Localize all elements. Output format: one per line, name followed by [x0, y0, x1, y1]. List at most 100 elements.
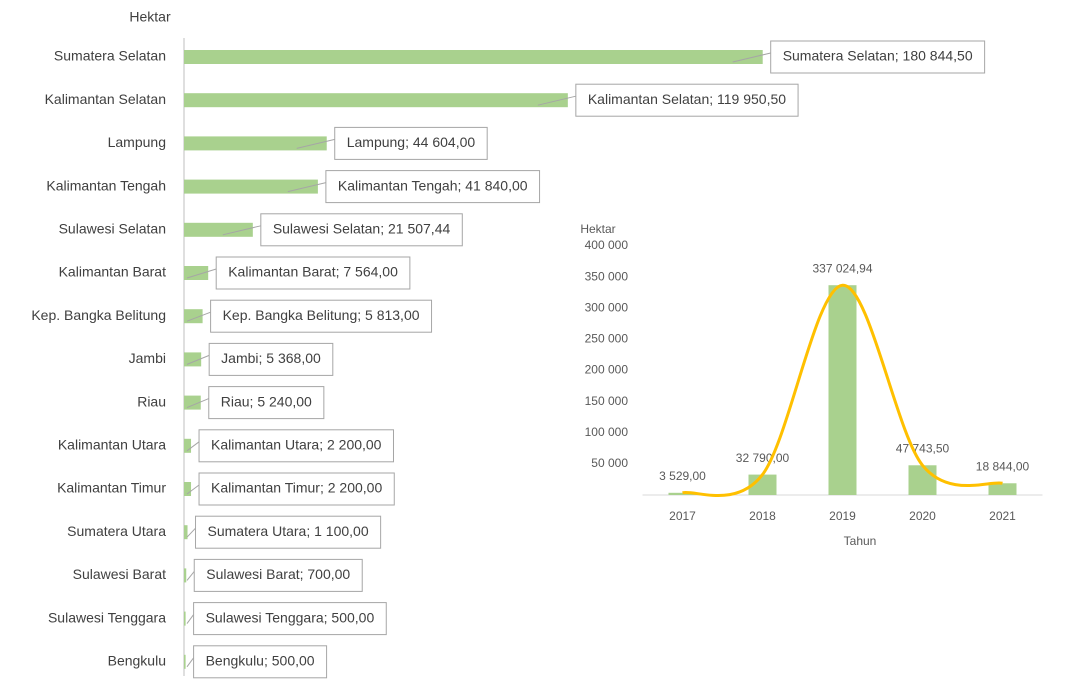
label-box	[215, 256, 411, 290]
bar	[184, 611, 186, 626]
y-tick-label: 400 000	[585, 238, 629, 252]
category-label: Sulawesi Barat	[73, 566, 166, 582]
bar	[184, 395, 201, 410]
bar	[184, 568, 187, 583]
data-label: Kalimantan Timur; 2 200,00	[211, 480, 382, 496]
category-label: Kalimantan Selatan	[45, 91, 166, 107]
data-label: 18 844,00	[976, 459, 1030, 473]
category-label: Kep. Bangka Belitung	[31, 307, 166, 323]
bar	[184, 482, 192, 496]
bar	[184, 266, 209, 280]
yearly-chart: Hektar Tahun 50 000 100 000 150 000 200 000…	[580, 222, 1043, 548]
leader-line	[186, 311, 211, 322]
data-label: 337 024,94	[812, 261, 872, 275]
data-label: Bengkulu; 500,00	[206, 653, 315, 669]
category-label: Jambi	[129, 350, 166, 366]
label-box	[770, 40, 986, 74]
x-tick-label: 2017	[669, 509, 696, 523]
x-tick-label: 2018	[749, 509, 776, 523]
category-label: Kalimantan Utara	[58, 437, 166, 453]
y-tick-label: 50 000	[591, 456, 628, 470]
label-box	[260, 213, 463, 247]
y-tick-label: 150 000	[585, 394, 629, 408]
leader-line	[186, 441, 200, 452]
label-box	[195, 515, 382, 549]
data-label: Jambi; 5 368,00	[221, 350, 321, 366]
bar	[184, 136, 327, 151]
leader-line	[537, 95, 576, 106]
label-box	[208, 386, 325, 420]
category-label: Kalimantan Barat	[59, 264, 167, 280]
label-box	[198, 472, 395, 506]
leader-line	[222, 225, 261, 236]
label-box	[193, 645, 328, 679]
bar	[184, 179, 318, 194]
data-label: Sulawesi Selatan; 21 507,44	[273, 221, 451, 237]
bar	[184, 93, 568, 108]
y-tick-label: 300 000	[585, 300, 629, 314]
axis-label: Hektar	[129, 9, 171, 25]
leader-line	[186, 398, 209, 409]
data-label: Sulawesi Barat; 700,00	[206, 566, 350, 582]
category-label: Sumatera Selatan	[54, 48, 166, 64]
bar	[184, 352, 202, 367]
category-label: Sulawesi Tenggara	[48, 609, 166, 625]
label-box	[193, 602, 387, 636]
x-tick-label: 2019	[829, 509, 856, 523]
y-tick-label: 100 000	[585, 425, 629, 439]
category-label: Sulawesi Selatan	[59, 221, 166, 237]
y-tick-label: 200 000	[585, 363, 629, 377]
category-label: Kalimantan Tengah	[46, 177, 166, 193]
data-label: Riau; 5 240,00	[221, 393, 312, 409]
leader-line	[287, 182, 327, 193]
data-label: Kep. Bangka Belitung; 5 813,00	[223, 307, 420, 323]
data-label: Sumatera Selatan; 180 844,50	[783, 48, 973, 64]
label-box	[210, 299, 433, 333]
data-label: Kalimantan Selatan; 119 950,50	[588, 91, 786, 107]
leader-line	[186, 614, 195, 624]
data-label: Lampung; 44 604,00	[347, 134, 476, 150]
leader-line	[732, 52, 771, 63]
data-label: Kalimantan Barat; 7 564,00	[228, 264, 398, 280]
leader-line	[186, 571, 195, 581]
label-box	[575, 83, 799, 117]
category-label: Lampung	[108, 134, 166, 150]
label-box	[208, 342, 334, 376]
bar	[184, 654, 186, 669]
y-axis-label: Hektar	[580, 222, 615, 236]
category-label: Bengkulu	[108, 653, 166, 669]
x-tick-label: 2020	[909, 509, 936, 523]
leader-line	[186, 268, 217, 279]
x-axis-label: Tahun	[844, 534, 877, 548]
bar	[184, 50, 763, 64]
data-label: 3 529,00	[659, 469, 706, 483]
leader-line	[186, 484, 200, 495]
category-label: Kalimantan Timur	[57, 480, 166, 496]
label-box	[334, 126, 488, 160]
y-tick-label: 250 000	[585, 332, 629, 346]
bar	[748, 474, 777, 495]
label-box	[198, 429, 394, 463]
label-box	[193, 558, 363, 592]
data-label: Sulawesi Tenggara; 500,00	[206, 609, 375, 625]
bar	[184, 525, 188, 540]
bar	[988, 483, 1017, 495]
data-label: 47 743,50	[896, 441, 950, 455]
leader-line	[186, 354, 210, 365]
label-box	[325, 170, 541, 204]
data-label: Sumatera Utara; 1 100,00	[208, 523, 369, 539]
bar	[184, 222, 253, 237]
regional-chart: Hektar Sumatera Selatan Sumatera Selatan;…	[31, 9, 986, 679]
category-label: Riau	[137, 393, 166, 409]
category-label: Sumatera Utara	[67, 523, 166, 539]
bar	[828, 285, 857, 495]
bar	[184, 438, 192, 453]
trend-line	[682, 283, 1003, 497]
leader-line	[186, 527, 196, 538]
data-label: Kalimantan Utara; 2 200,00	[211, 437, 382, 453]
bar	[668, 492, 697, 495]
bar	[908, 465, 937, 495]
data-label: 32 790,00	[736, 451, 790, 465]
leader-line	[296, 138, 335, 149]
